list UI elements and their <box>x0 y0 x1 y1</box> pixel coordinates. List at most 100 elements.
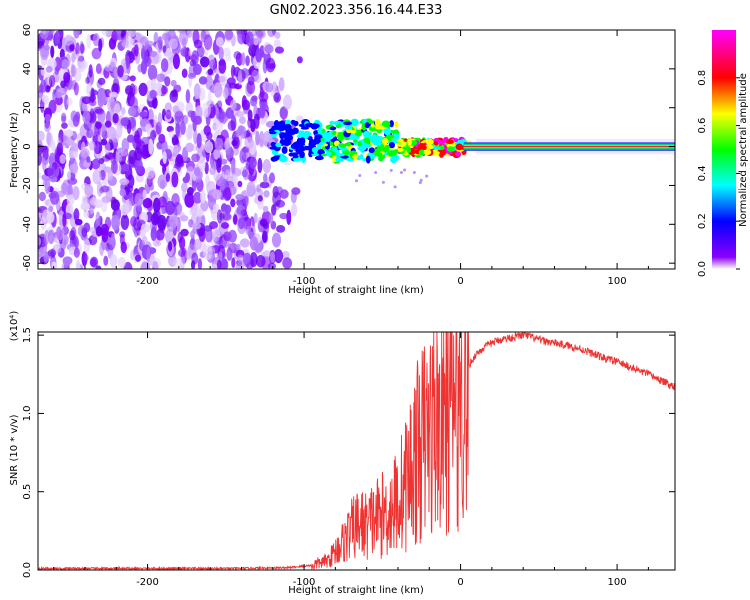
spectrogram-cell <box>245 55 250 67</box>
spectrogram-cell <box>157 112 163 126</box>
spectrogram-cell <box>126 134 135 143</box>
spectrogram-cell <box>117 256 126 268</box>
spectrogram-cell <box>201 102 211 118</box>
spectrogram-cell <box>205 227 213 243</box>
spectrogram-cell <box>255 48 263 63</box>
spectrogram-cell <box>313 130 319 135</box>
spectrogram-cell <box>418 149 426 156</box>
spectrogram-cell <box>83 210 90 219</box>
spectrogram-cell <box>192 63 202 75</box>
spectrogram-cell <box>192 203 201 218</box>
spectrogram-cell <box>407 138 412 147</box>
spectrogram-cell <box>41 94 46 103</box>
spectrogram-cell <box>383 128 391 136</box>
spectrogram-cell <box>350 118 359 127</box>
spectrogram-cell <box>261 255 271 269</box>
spectrogram-cell <box>227 229 237 243</box>
spectrogram-cell <box>264 44 274 54</box>
spectrogram-cell <box>84 184 94 197</box>
spectrogram-cell <box>374 171 378 175</box>
spectrogram-cell <box>145 166 156 180</box>
spectrogram-cell <box>187 110 195 118</box>
spectrogram-cell <box>60 182 69 194</box>
spectrogram-cell <box>125 85 134 95</box>
spectrogram-cell <box>204 161 209 175</box>
spectrogram-cell <box>425 174 429 178</box>
spectrogram-cell <box>88 140 96 151</box>
spectrogram-cell <box>261 230 268 243</box>
spectrogram-cell <box>216 259 222 269</box>
spectrogram-cell <box>378 155 384 162</box>
spectrogram-cell <box>268 131 277 135</box>
spectrogram-cell <box>290 203 298 217</box>
spectrogram-cell <box>218 108 225 124</box>
spectrogram-cell <box>398 148 403 152</box>
spectrogram-cell <box>127 106 137 117</box>
spectrogram-cell <box>292 154 299 159</box>
spectrogram-y-axis-label: Frequency (Hz) <box>9 112 20 188</box>
spectrogram-cell <box>190 260 196 269</box>
spectrogram-cell <box>282 257 293 269</box>
spectrogram-cell <box>182 46 188 57</box>
spectrogram-cell <box>59 154 66 165</box>
spectrogram-cell <box>230 198 236 208</box>
snr-panel: -200 -100 0 100 0.0 0.5 1.0 1.5 Height of stra… <box>9 311 676 596</box>
spectrogram-cell <box>140 144 147 157</box>
spectrogram-cell <box>120 203 129 216</box>
spectrogram-cell <box>82 110 91 124</box>
colorbar-label: Normalized spectral amplitude <box>738 73 749 227</box>
spectrogram-cell <box>259 181 270 189</box>
spectrogram-cell <box>92 169 102 185</box>
spectrogram-cell <box>268 212 274 224</box>
spectrogram-cell <box>38 130 45 142</box>
colorbar-tick-label: 0.6 <box>697 118 708 134</box>
spectrogram-cell <box>399 171 403 175</box>
spectrogram-cell <box>64 94 69 111</box>
spectrogram-cell <box>235 52 243 66</box>
spectrogram-cell <box>263 190 270 198</box>
spectrogram-cell <box>38 171 42 180</box>
spectrogram-cell <box>95 211 101 226</box>
spectrogram-cell <box>455 150 461 157</box>
spectrogram-cell <box>374 152 383 157</box>
spectrogram-cell <box>348 133 357 141</box>
spectrogram-cell <box>54 91 63 99</box>
spectrogram-cell <box>38 237 42 246</box>
spectrogram-cell <box>100 138 108 146</box>
spectrogram-cell <box>69 44 75 52</box>
spectrogram-cell <box>352 154 359 159</box>
spectrogram-frame <box>37 29 676 270</box>
spectrogram-cell <box>211 263 218 269</box>
spectrogram-cell <box>81 60 89 69</box>
spectrogram-cell <box>335 157 341 163</box>
snr-x-tick-label: 0 <box>457 577 463 588</box>
spectrogram-cell <box>225 53 232 62</box>
spectrogram-cell <box>168 130 175 139</box>
spectrogram-cell <box>370 123 375 128</box>
spectrogram-cell <box>187 72 197 79</box>
spectrogram-cell <box>381 138 389 144</box>
spectrogram-cell <box>200 190 206 204</box>
spectrogram-cell <box>173 144 179 154</box>
spectrogram-cell <box>203 125 211 136</box>
spectrogram-cell <box>323 143 328 147</box>
spectrogram-cell <box>225 107 234 119</box>
spectrogram-cell <box>284 123 292 132</box>
spectrogram-cell <box>88 234 98 246</box>
spectrogram-cell <box>80 141 86 155</box>
spectrogram-cell <box>193 167 201 177</box>
spectrogram-cell <box>45 65 53 73</box>
spectrogram-cell <box>107 170 113 182</box>
spectrogram-cell <box>271 81 278 93</box>
spectrogram-cell <box>51 261 57 269</box>
spectrogram-cell <box>185 127 193 141</box>
spectrogram-cell <box>120 32 125 39</box>
spectrogram-cell <box>212 148 221 160</box>
spectrogram-cell <box>198 227 206 243</box>
spectrogram-cell <box>331 130 337 136</box>
spectrogram-cell <box>192 222 202 230</box>
spectrogram-cell <box>75 42 80 57</box>
spectrogram-cell <box>50 140 56 152</box>
spectrogram-cell <box>63 72 71 84</box>
